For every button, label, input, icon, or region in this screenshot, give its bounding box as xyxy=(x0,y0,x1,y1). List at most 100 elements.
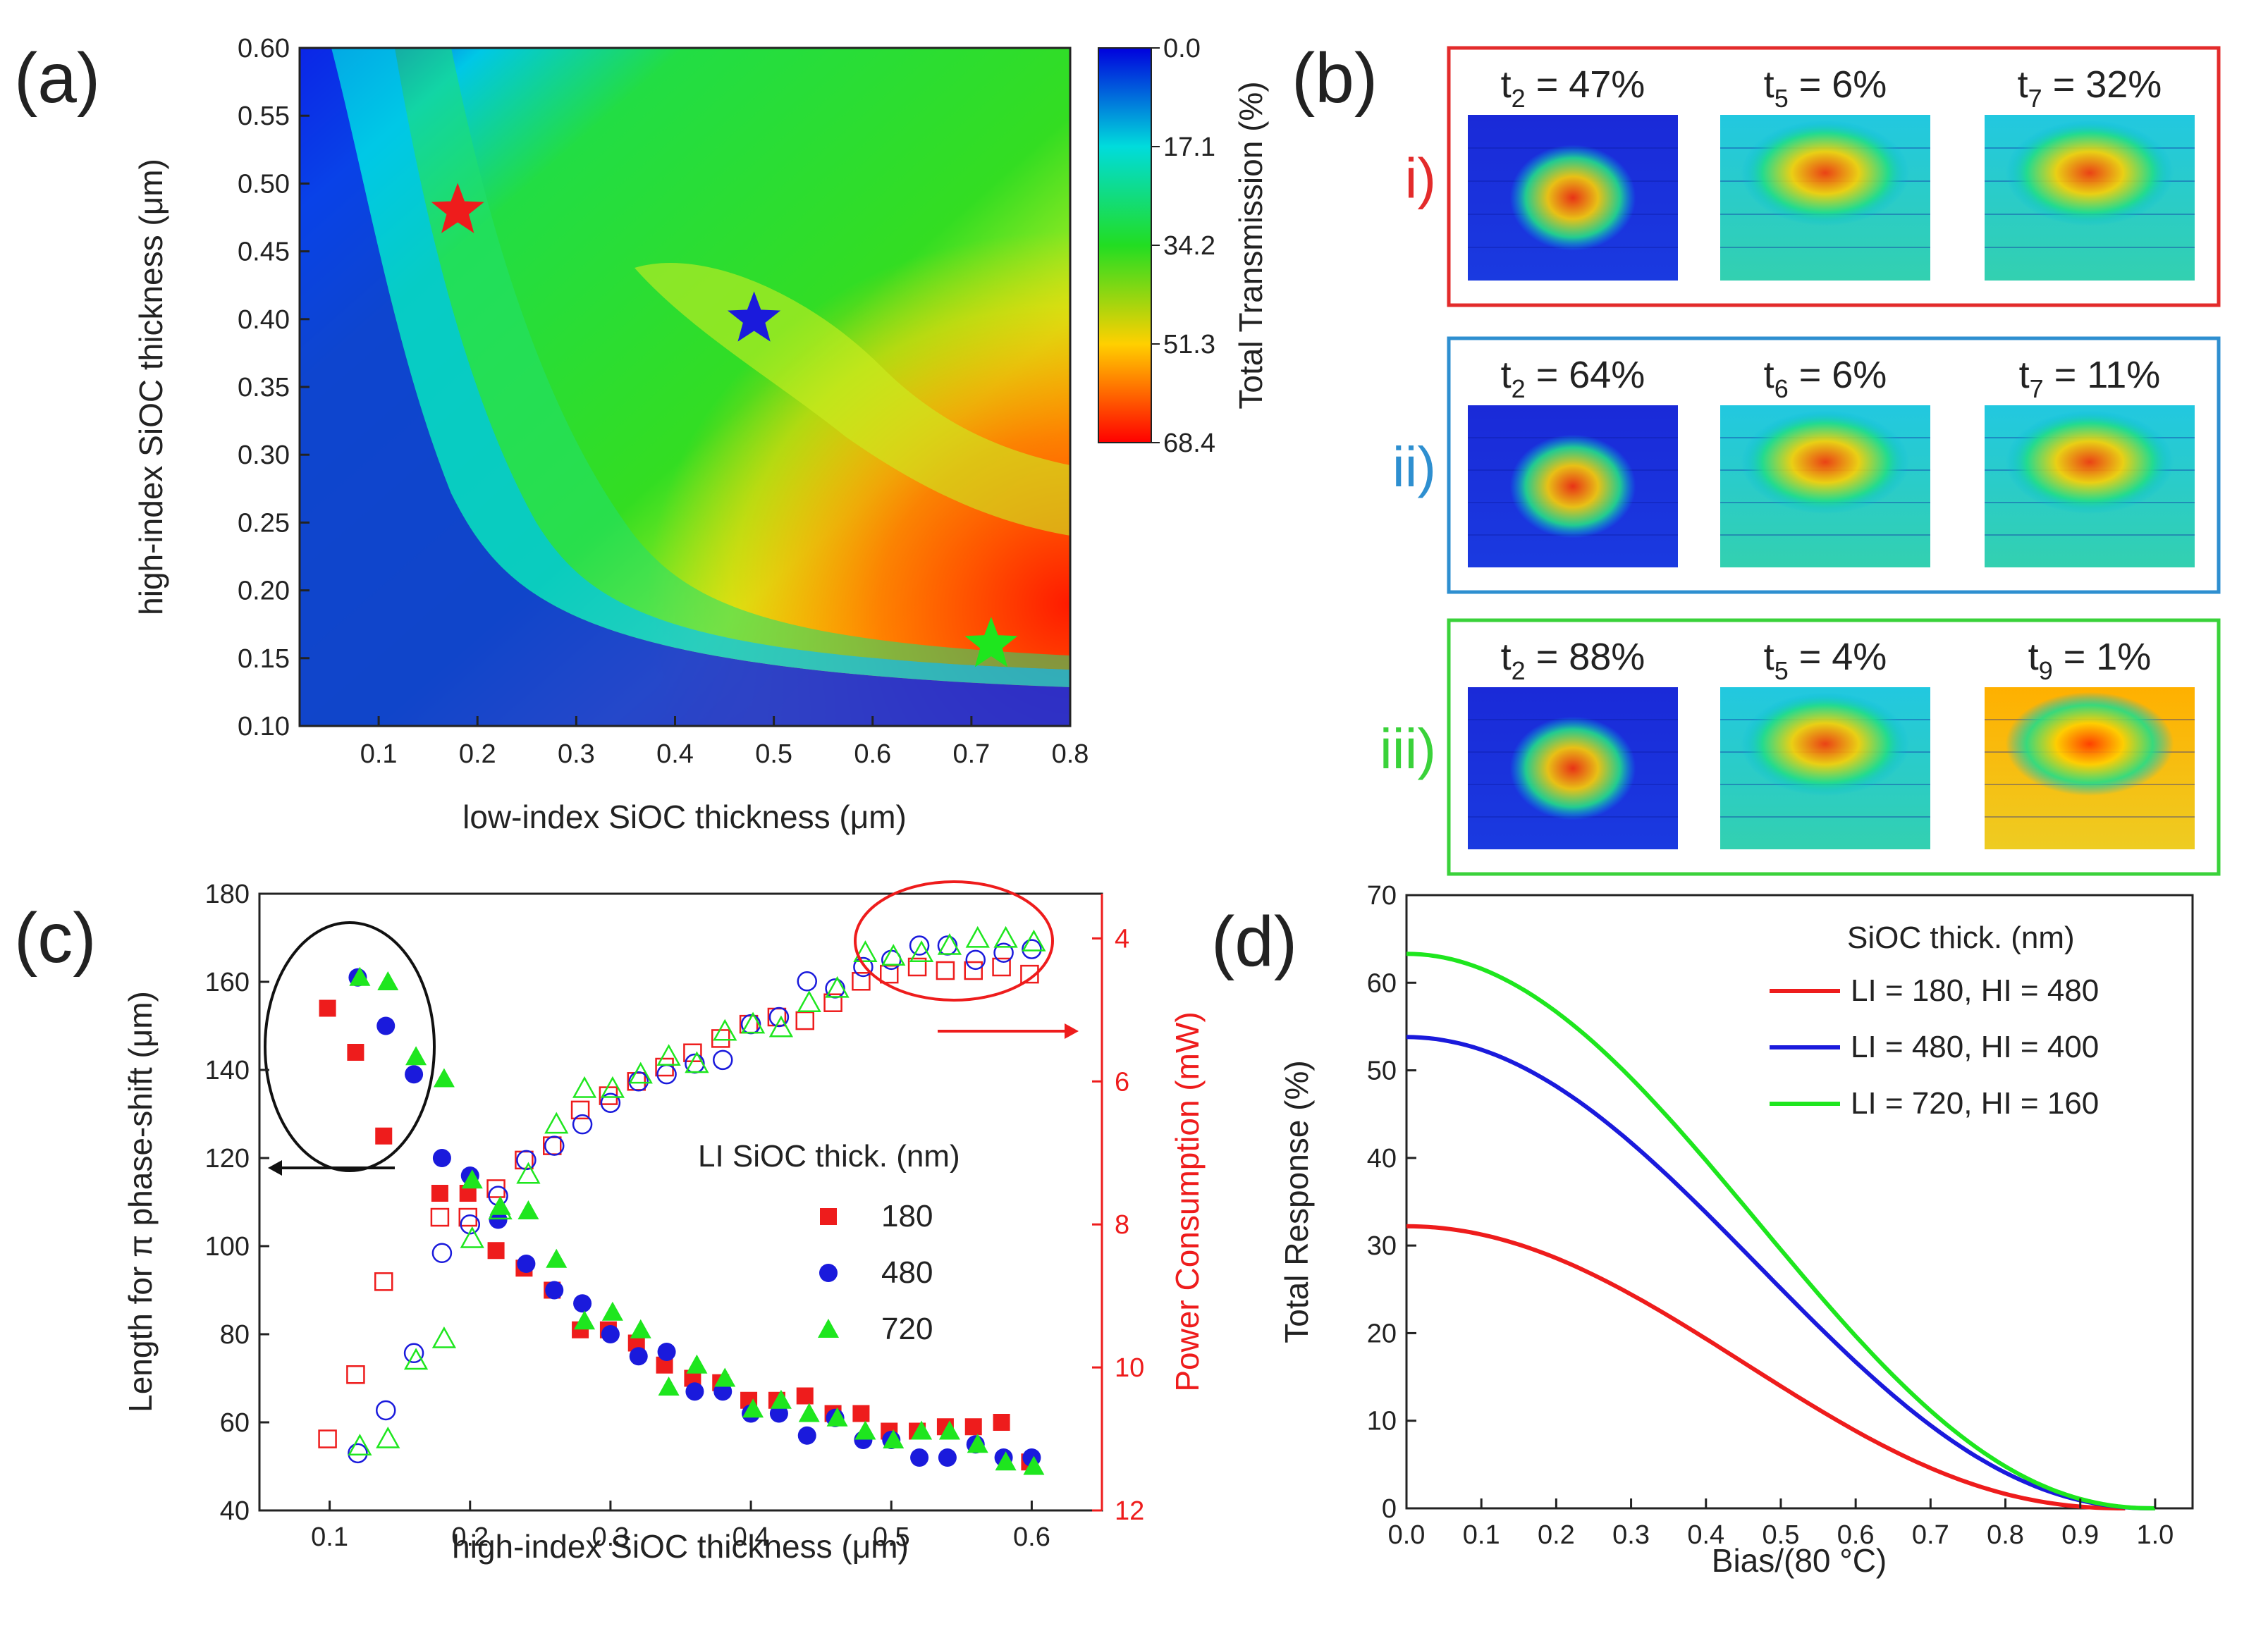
panel-a-heatmap xyxy=(298,47,1072,727)
field-map-hotspot xyxy=(1741,120,1910,226)
length-point xyxy=(349,966,371,986)
x-tick-label: 0.3 xyxy=(1612,1520,1650,1550)
power-point xyxy=(1020,964,1039,984)
length-point xyxy=(852,1405,870,1422)
length-point xyxy=(487,1242,505,1260)
panel-a-x-ticks: 0.1 0.2 0.3 0.4 0.5 0.6 0.7 0.8 xyxy=(360,716,1089,769)
x-tick-label: 0.5 xyxy=(755,739,792,769)
power-point xyxy=(965,949,986,971)
power-point xyxy=(993,925,1018,948)
power-point xyxy=(431,1243,453,1264)
x-tick-label: 0.6 xyxy=(1837,1520,1875,1550)
length-point xyxy=(658,1377,680,1396)
panel-b-row-box xyxy=(1447,618,2221,876)
power-point xyxy=(992,957,1011,977)
panel-a-y-ticks: 0.10 0.15 0.20 0.25 0.30 0.35 0.40 0.45 0.50 0.55… xyxy=(238,34,309,741)
length-point xyxy=(319,999,336,1017)
panel-b-row-box xyxy=(1447,46,2221,307)
y-tick-label: 50 xyxy=(1367,1057,1397,1086)
length-point xyxy=(797,1426,816,1445)
y-tick-label: 0.60 xyxy=(238,34,290,63)
y-tick-label: 10 xyxy=(1367,1407,1397,1436)
power-point xyxy=(628,1061,653,1084)
power-point xyxy=(823,993,842,1012)
field-map-hotspot xyxy=(2005,410,2174,515)
power-point xyxy=(907,957,927,977)
power-point xyxy=(516,1162,541,1184)
y-tick-label: 70 xyxy=(1367,881,1397,911)
field-map-label: t2 = 88% xyxy=(1501,636,1645,685)
panel-d-legend: SiOC thick. (nm) LI = 180, HI = 480 LI = … xyxy=(1770,921,2099,1121)
field-map-hotspot xyxy=(1741,691,1910,796)
power-point xyxy=(825,975,850,998)
colorbar-ticks: 0.0 17.1 34.2 51.3 68.4 xyxy=(1151,34,1215,458)
length-point xyxy=(911,1420,933,1440)
power-point xyxy=(881,944,906,966)
panel-d-lines: SiOC thick. (nm) LI = 180, HI = 480 LI = … xyxy=(1405,894,2194,1510)
right-arrowhead-icon xyxy=(1065,1023,1079,1039)
panel-b-row-box xyxy=(1447,336,2221,594)
length-point xyxy=(938,1420,960,1440)
length-point xyxy=(405,1065,424,1084)
x-tick-label: 0.2 xyxy=(1538,1520,1575,1550)
power-point xyxy=(656,1044,681,1066)
power-point xyxy=(964,961,983,980)
power-point xyxy=(713,1018,737,1041)
colorbar-tick-label: 17.1 xyxy=(1163,133,1215,162)
power-point xyxy=(376,1400,396,1421)
y-tick-label: 60 xyxy=(1367,968,1397,998)
length-point xyxy=(347,1044,364,1061)
panel-d-x-ticks: 0.0 0.1 0.2 0.3 0.4 0.5 0.6 0.7 0.8 0.9 1.0 xyxy=(1388,1498,2174,1550)
x-tick-label: 0.8 xyxy=(1987,1520,2024,1550)
green-star-icon xyxy=(964,617,1018,667)
y-tick-label: 30 xyxy=(1367,1231,1397,1261)
length-point xyxy=(798,1403,820,1422)
length-point xyxy=(574,1310,596,1330)
power-point xyxy=(795,1011,814,1030)
length-point xyxy=(686,1354,708,1374)
panel-c-scatter: LI SiOC thick. (nm) 180 480 720 xyxy=(258,880,1103,1512)
field-map-hotspot xyxy=(1741,410,1910,515)
legend-marker-720 xyxy=(818,1319,839,1338)
field-map-label: t7 = 11% xyxy=(2019,354,2161,403)
length-point xyxy=(713,1382,732,1401)
length-point xyxy=(685,1382,704,1401)
heatmap-cyan-band xyxy=(331,48,1070,687)
power-point xyxy=(600,1076,625,1098)
y-tick-label: 120 xyxy=(205,1144,250,1174)
length-point xyxy=(432,1149,451,1167)
power-point xyxy=(909,935,930,956)
power-point xyxy=(544,1135,565,1156)
panel-c-frame xyxy=(258,892,1103,1512)
power-point xyxy=(600,1092,621,1113)
y-right-tick-label: 8 xyxy=(1115,1210,1129,1240)
field-map-label: t6 = 6% xyxy=(1764,354,1887,403)
x-tick-label: 0.4 xyxy=(1687,1520,1724,1550)
length-point xyxy=(742,1398,764,1418)
panel-a-y-label: high-index SiOC thickness (μm) xyxy=(133,159,169,615)
length-point xyxy=(714,1367,736,1387)
panel-b-field-maps: i) t2 = 47% t5 = 6% t7 = 32% ii) t2 = 64% t6 =… xyxy=(1380,46,2221,876)
x-tick-label: 0.5 xyxy=(873,1522,910,1552)
y-tick-label: 180 xyxy=(205,880,250,909)
power-point xyxy=(965,925,990,948)
length-point xyxy=(967,1434,988,1453)
length-point xyxy=(629,1347,648,1366)
x-tick-label: 0.9 xyxy=(2061,1520,2099,1550)
length-point xyxy=(433,1068,455,1088)
panel-c-points xyxy=(318,925,1046,1475)
field-map-hotspot xyxy=(2005,691,2174,796)
power-point xyxy=(713,1049,733,1071)
length-point xyxy=(546,1248,568,1268)
panel-b-row-label: i) xyxy=(1405,147,1436,210)
y-tick-label: 0.55 xyxy=(238,101,290,131)
y-tick-label: 100 xyxy=(205,1232,250,1262)
panel-b-row-label: iii) xyxy=(1380,718,1436,780)
y-tick-label: 0 xyxy=(1382,1494,1397,1524)
field-map-hotspot xyxy=(1509,434,1636,538)
length-point xyxy=(964,1418,982,1436)
colorbar-tick-label: 68.4 xyxy=(1163,429,1215,458)
panel-c-x-label: high-index SiOC thickness (μm) xyxy=(452,1528,909,1565)
panel-b-row-label: ii) xyxy=(1392,436,1436,498)
panel-d-series xyxy=(1406,952,2155,1510)
